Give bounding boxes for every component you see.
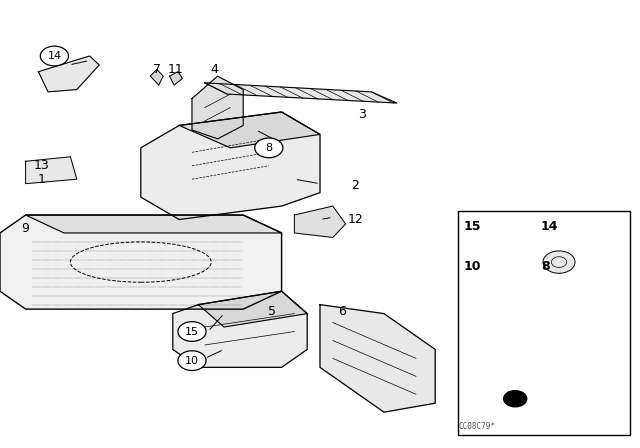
Polygon shape: [205, 83, 397, 103]
Text: 8: 8: [265, 143, 273, 153]
Bar: [458, 211, 630, 435]
Polygon shape: [38, 56, 99, 92]
Text: 5: 5: [268, 305, 276, 318]
Text: 3: 3: [358, 108, 365, 121]
Polygon shape: [179, 112, 320, 148]
Text: 6: 6: [339, 305, 346, 318]
Text: 4: 4: [211, 63, 218, 76]
Polygon shape: [320, 305, 435, 412]
Circle shape: [504, 391, 527, 407]
Text: 13: 13: [34, 159, 49, 172]
Text: 1: 1: [38, 172, 45, 186]
Text: 15: 15: [464, 220, 481, 233]
Text: 7: 7: [153, 63, 161, 76]
Polygon shape: [170, 72, 182, 85]
Text: 10: 10: [464, 260, 481, 273]
Text: 2: 2: [351, 179, 359, 193]
Text: 14: 14: [541, 220, 558, 233]
Polygon shape: [547, 318, 572, 327]
Text: 14: 14: [47, 51, 61, 61]
Polygon shape: [0, 215, 282, 309]
Text: 8: 8: [541, 260, 549, 273]
Text: 10: 10: [185, 356, 199, 366]
Text: 11: 11: [168, 63, 184, 76]
Polygon shape: [477, 260, 522, 278]
Polygon shape: [173, 291, 307, 367]
Polygon shape: [26, 215, 282, 233]
Polygon shape: [294, 206, 346, 237]
Text: 9: 9: [22, 222, 29, 235]
Polygon shape: [141, 112, 320, 220]
Text: CC08C79*: CC08C79*: [458, 422, 495, 431]
Circle shape: [178, 322, 206, 341]
Circle shape: [255, 138, 283, 158]
Text: 12: 12: [348, 213, 363, 226]
Circle shape: [40, 46, 68, 66]
Text: 15: 15: [185, 327, 199, 336]
Circle shape: [178, 351, 206, 370]
Polygon shape: [198, 291, 307, 327]
Polygon shape: [150, 69, 163, 85]
Circle shape: [543, 251, 575, 273]
Polygon shape: [192, 76, 243, 139]
Polygon shape: [26, 157, 77, 184]
